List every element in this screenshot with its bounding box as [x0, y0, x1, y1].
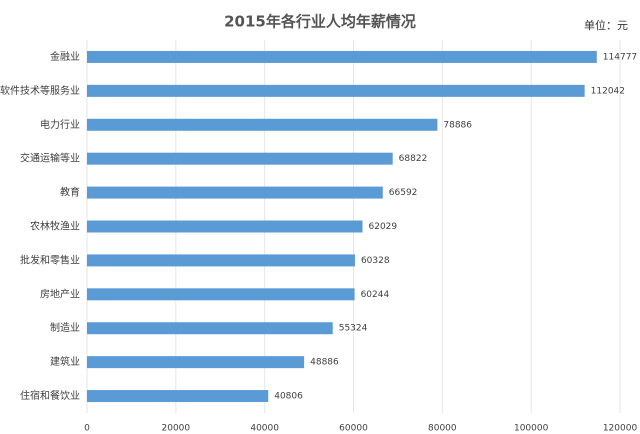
y-tick-label: 电力行业 — [40, 118, 80, 131]
y-tick-label: 批发和零售业 — [20, 253, 80, 266]
bar — [87, 288, 355, 301]
y-tick-label: 制造业 — [50, 321, 80, 334]
bar — [87, 390, 269, 403]
x-tick-label: 100000 — [514, 424, 549, 434]
value-label: 55324 — [339, 324, 368, 334]
y-tick-label: 教育 — [60, 186, 80, 199]
x-tick-label: 60000 — [339, 424, 368, 434]
bar — [87, 322, 333, 335]
y-tick-label: 住宿和餐饮业 — [20, 389, 80, 402]
value-label: 60328 — [361, 256, 390, 266]
x-tick-label: 80000 — [428, 424, 457, 434]
x-tick-label: 40000 — [250, 424, 279, 434]
value-label: 112042 — [591, 86, 625, 96]
value-label: 62029 — [369, 222, 398, 232]
value-label: 114777 — [603, 52, 637, 62]
chart-title: 2015年各行业人均年薪情况 — [224, 13, 416, 31]
bar — [87, 118, 438, 131]
value-label: 60244 — [361, 290, 390, 300]
y-tick-label: 农林牧渔业 — [30, 220, 80, 233]
value-label: 66592 — [389, 188, 418, 198]
y-tick-label: 建筑业 — [50, 355, 80, 368]
value-label: 48886 — [310, 358, 339, 368]
bar — [87, 152, 393, 165]
x-tick-label: 20000 — [162, 424, 191, 434]
bar — [87, 254, 355, 267]
bar — [87, 50, 597, 63]
x-tick-label: 0 — [84, 424, 90, 434]
value-label: 40806 — [274, 392, 303, 402]
bar — [87, 186, 383, 199]
y-tick-label: 软件技术等服务业 — [0, 84, 80, 97]
value-label: 68822 — [399, 154, 428, 164]
bar — [87, 220, 363, 233]
bar — [87, 84, 585, 97]
bar — [87, 356, 305, 369]
unit-label: 单位：元 — [584, 18, 628, 32]
y-tick-label: 房地产业 — [40, 287, 80, 300]
x-tick-label: 120000 — [603, 424, 638, 434]
y-tick-label: 金融业 — [50, 50, 80, 63]
y-tick-label: 交通运输等业 — [20, 152, 80, 165]
value-label: 78886 — [443, 120, 472, 130]
